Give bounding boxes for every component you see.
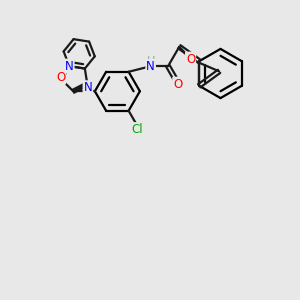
Text: O: O — [173, 78, 182, 91]
Text: H: H — [147, 56, 155, 66]
Text: N: N — [65, 60, 74, 73]
Text: N: N — [83, 81, 92, 94]
Text: Cl: Cl — [131, 123, 143, 136]
Text: O: O — [56, 70, 65, 84]
Text: N: N — [146, 60, 155, 73]
Text: O: O — [186, 52, 195, 65]
